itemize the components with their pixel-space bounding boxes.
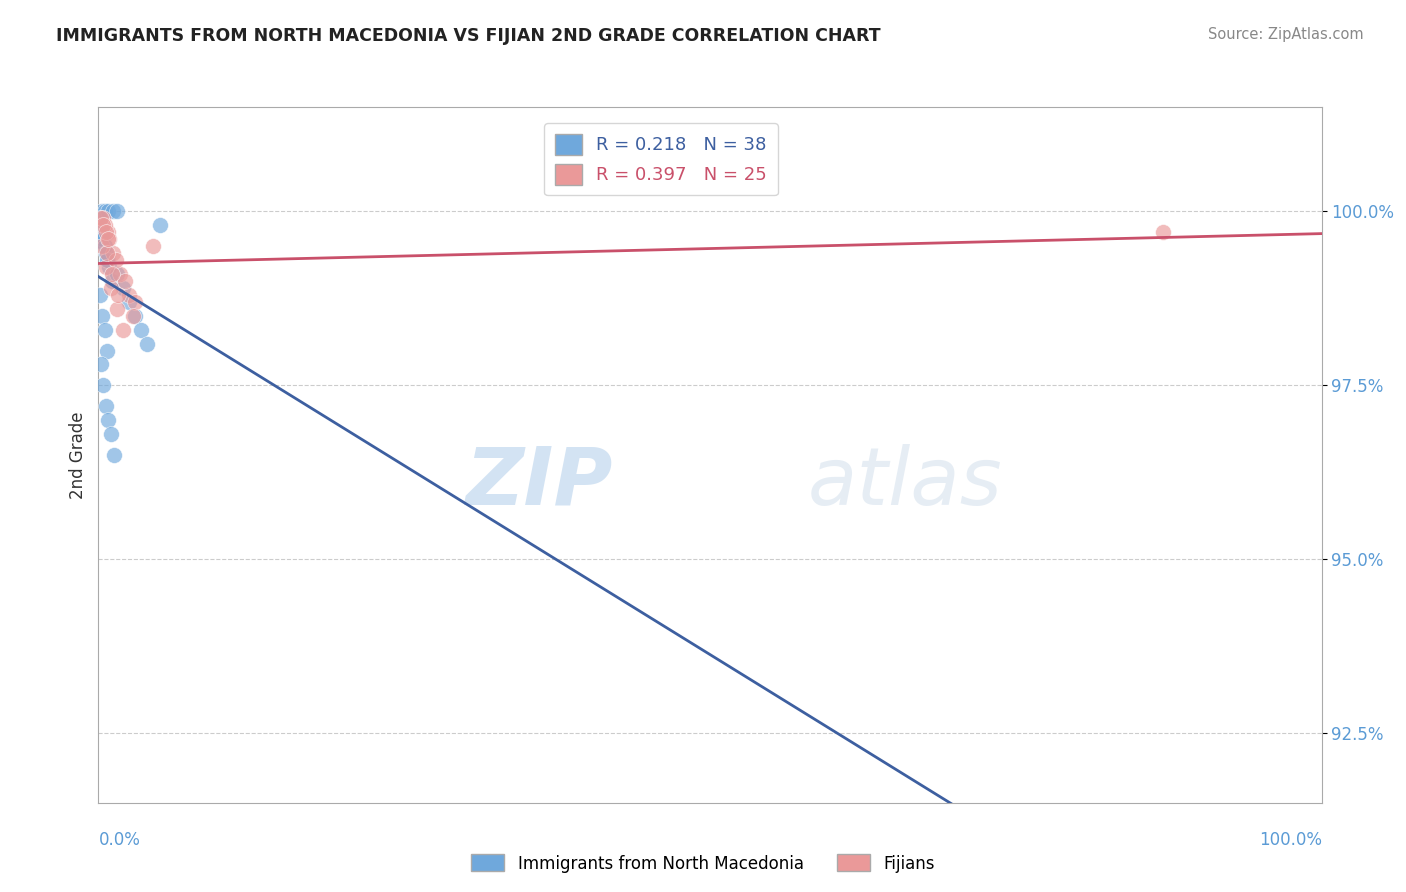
Point bbox=[97, 413, 120, 427]
Point bbox=[114, 274, 136, 288]
Point bbox=[90, 232, 112, 246]
Text: IMMIGRANTS FROM NORTH MACEDONIA VS FIJIAN 2ND GRADE CORRELATION CHART: IMMIGRANTS FROM NORTH MACEDONIA VS FIJIA… bbox=[56, 27, 882, 45]
Point bbox=[111, 323, 134, 337]
Point bbox=[105, 301, 128, 316]
Point bbox=[89, 288, 111, 302]
Point bbox=[94, 260, 117, 274]
Point bbox=[129, 323, 152, 337]
Point bbox=[91, 239, 114, 253]
Legend: Immigrants from North Macedonia, Fijians: Immigrants from North Macedonia, Fijians bbox=[464, 847, 942, 880]
Point bbox=[91, 232, 114, 246]
Point bbox=[110, 267, 132, 281]
Text: 0.0%: 0.0% bbox=[98, 830, 141, 848]
Point bbox=[97, 232, 120, 246]
Point bbox=[93, 239, 115, 253]
Point bbox=[97, 253, 120, 268]
Point bbox=[91, 204, 114, 219]
Point bbox=[94, 246, 117, 260]
Point bbox=[124, 294, 146, 309]
Point bbox=[94, 225, 117, 239]
Point bbox=[104, 253, 127, 268]
Point bbox=[96, 343, 118, 358]
Point bbox=[96, 246, 118, 260]
Point bbox=[98, 232, 121, 246]
Point bbox=[118, 288, 141, 302]
Point bbox=[94, 246, 117, 260]
Point bbox=[111, 281, 134, 295]
Point bbox=[101, 274, 124, 288]
Point bbox=[91, 211, 114, 226]
Point bbox=[97, 204, 120, 219]
Text: 100.0%: 100.0% bbox=[1258, 830, 1322, 848]
Point bbox=[93, 323, 115, 337]
Text: Source: ZipAtlas.com: Source: ZipAtlas.com bbox=[1208, 27, 1364, 42]
Point bbox=[124, 309, 146, 323]
Point bbox=[91, 225, 114, 239]
Point bbox=[90, 358, 112, 372]
Point bbox=[136, 336, 159, 351]
Text: ZIP: ZIP bbox=[465, 443, 612, 522]
Point bbox=[91, 225, 114, 239]
Legend: R = 0.218   N = 38, R = 0.397   N = 25: R = 0.218 N = 38, R = 0.397 N = 25 bbox=[544, 123, 778, 195]
Point bbox=[121, 309, 143, 323]
Point bbox=[97, 225, 120, 239]
Point bbox=[91, 232, 114, 246]
Point bbox=[91, 309, 114, 323]
Point bbox=[1152, 225, 1174, 239]
Point bbox=[93, 219, 115, 233]
Point bbox=[149, 219, 172, 233]
Point bbox=[107, 288, 129, 302]
Point bbox=[90, 211, 112, 226]
Point bbox=[94, 399, 117, 413]
Point bbox=[90, 219, 112, 233]
Point bbox=[105, 204, 128, 219]
Text: atlas: atlas bbox=[808, 443, 1002, 522]
Point bbox=[90, 219, 112, 233]
Point bbox=[93, 204, 115, 219]
Point bbox=[142, 239, 165, 253]
Point bbox=[118, 294, 141, 309]
Point bbox=[100, 281, 122, 295]
Point bbox=[96, 253, 118, 268]
Point bbox=[103, 448, 125, 462]
Point bbox=[98, 260, 121, 274]
Point bbox=[89, 211, 111, 226]
Point bbox=[100, 427, 122, 442]
Point bbox=[93, 239, 115, 253]
Y-axis label: 2nd Grade: 2nd Grade bbox=[69, 411, 87, 499]
Point bbox=[101, 267, 124, 281]
Point bbox=[91, 378, 114, 392]
Point bbox=[101, 204, 124, 219]
Point bbox=[91, 219, 114, 233]
Point bbox=[105, 267, 128, 281]
Point bbox=[101, 246, 124, 260]
